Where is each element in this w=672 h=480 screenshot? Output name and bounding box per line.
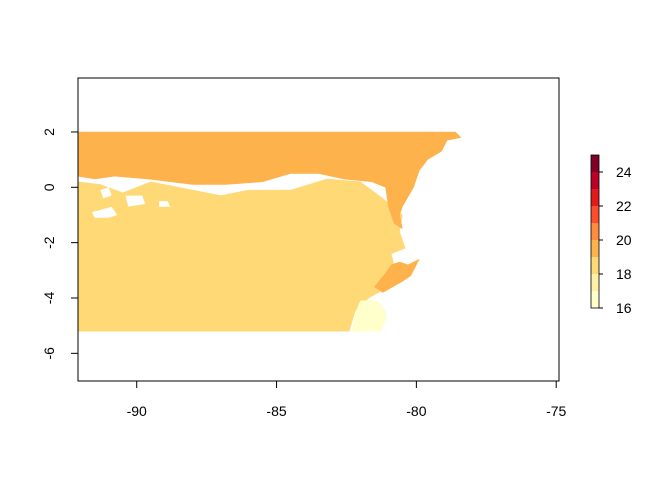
legend-tick-label: 24	[616, 164, 632, 180]
legend-bin-5	[591, 206, 599, 223]
x-tick-label: -75	[546, 403, 566, 419]
legend-frame	[590, 154, 600, 309]
y-tick-label: -4	[41, 292, 57, 305]
raster-region-2	[374, 258, 420, 293]
raster-region-1	[77, 131, 462, 230]
legend-bin-8	[591, 155, 599, 172]
y-tick-label: 0	[41, 183, 57, 191]
no-data-gap-2	[159, 201, 171, 207]
legend-bin-1	[591, 274, 599, 291]
x-axis: -90 -85 -80 -75	[127, 380, 567, 419]
legend-tick-label: 16	[616, 300, 632, 316]
legend-bin-2	[591, 257, 599, 274]
legend-bin-7	[591, 172, 599, 189]
land-gaps	[92, 187, 171, 218]
y-axis: 2 0 -2 -4 -6	[41, 128, 79, 360]
x-tick-label: -90	[127, 403, 147, 419]
legend-tick-label: 18	[616, 266, 632, 282]
no-data-gap-3	[100, 187, 112, 199]
x-tick-label: -80	[406, 403, 426, 419]
legend-tick-label: 22	[616, 198, 632, 214]
no-data-gap-0	[92, 206, 118, 218]
legend-bin-6	[591, 189, 599, 206]
color-legend: 16 18 20 22 24	[590, 154, 632, 316]
legend-bin-3	[591, 240, 599, 257]
legend-bin-4	[591, 223, 599, 240]
raster-region-3	[351, 300, 386, 332]
no-data-gap-1	[125, 195, 146, 207]
x-tick-label: -85	[266, 403, 286, 419]
y-tick-label: -2	[41, 236, 57, 249]
y-tick-label: -6	[41, 347, 57, 360]
y-tick-label: 2	[41, 128, 57, 136]
legend-bin-0	[591, 291, 599, 308]
legend-tick-label: 20	[616, 232, 632, 248]
raster-layer	[77, 131, 462, 332]
